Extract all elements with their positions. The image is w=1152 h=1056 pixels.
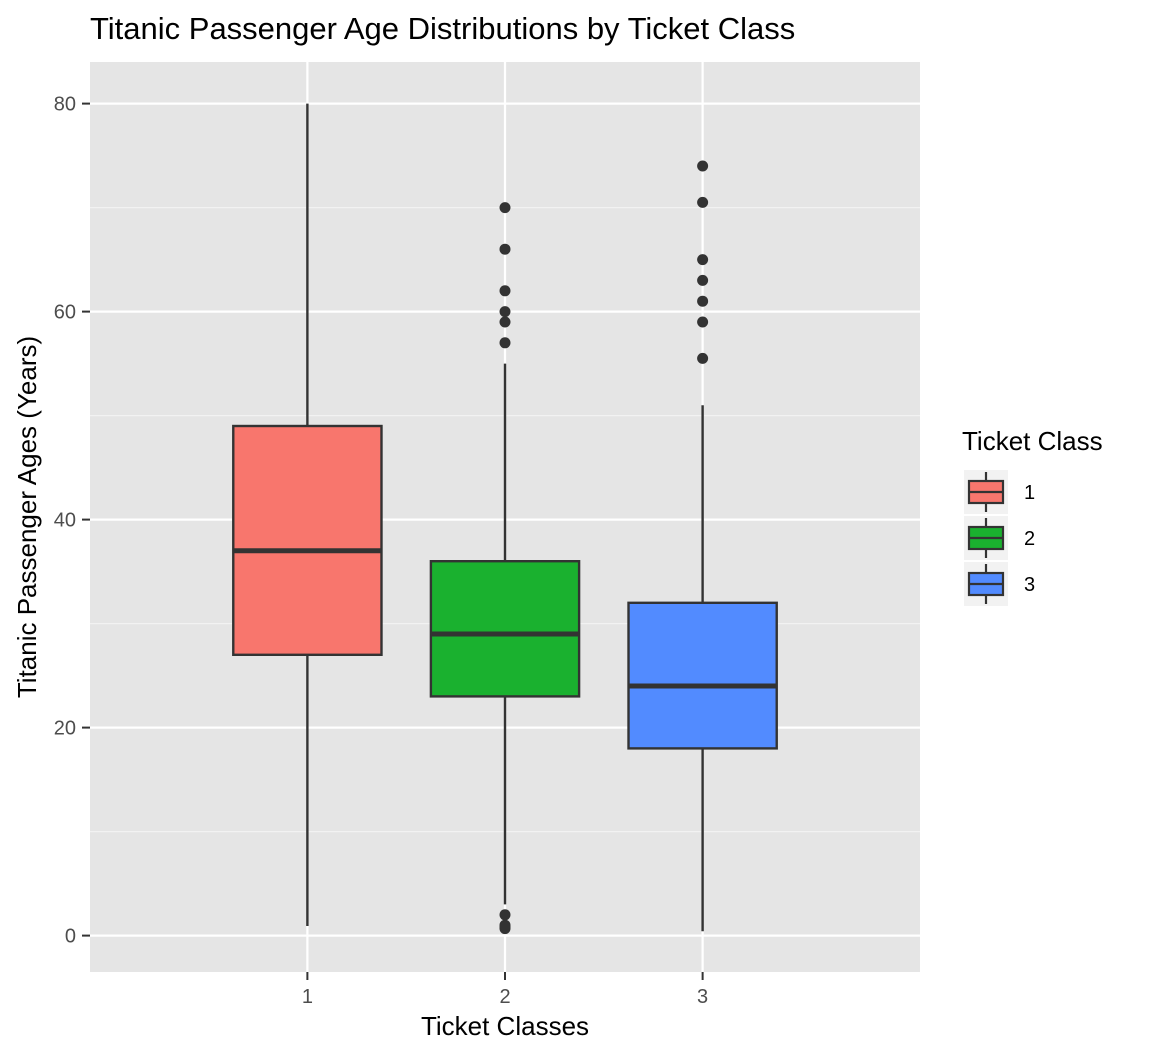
iqr-box [232,424,383,657]
iqr-box [429,560,581,698]
y-axis-title: Titanic Passenger Ages (Years) [12,336,42,698]
outlier-point [499,202,511,214]
y-tick-label: 80 [54,94,76,116]
legend-item-1: 1 [964,470,1035,514]
outlier-point [499,243,511,255]
outlier-point [499,919,511,931]
x-tick-label: 2 [499,986,510,1008]
x-tick-label: 3 [697,986,708,1008]
box-class-1 [232,103,383,927]
outlier-point [499,337,511,349]
legend-label: 2 [1024,528,1035,550]
y-axis: 0 20 40 60 80 [54,94,90,948]
outlier-point [499,306,511,318]
y-tick-label: 0 [65,926,76,948]
outlier-point [499,909,511,921]
outlier-point [499,285,511,297]
legend-item-3: 3 [964,562,1035,606]
legend-title: Ticket Class [962,426,1103,456]
outlier-point [697,352,709,364]
outlier-point [697,295,709,307]
outlier-point [697,196,709,208]
x-axis: 1 2 3 [302,972,708,1008]
outlier-point [697,274,709,286]
iqr-box [627,601,778,750]
legend-label: 1 [1024,482,1035,504]
box-series [232,103,778,935]
outlier-point [697,316,709,328]
x-axis-title: Ticket Classes [421,1011,589,1041]
box-class-2 [429,202,581,935]
legend: 1 2 3 [964,470,1035,606]
legend-item-2: 2 [964,516,1035,560]
x-tick-label: 1 [302,986,313,1008]
y-tick-label: 20 [54,718,76,740]
outlier-point [697,254,709,266]
outlier-point [697,160,709,172]
chart-title: Titanic Passenger Age Distributions by T… [90,11,795,46]
y-tick-label: 40 [54,510,76,532]
legend-label: 3 [1024,574,1035,596]
outlier-point [499,316,511,328]
box-class-3 [627,160,778,932]
y-tick-label: 60 [54,302,76,324]
